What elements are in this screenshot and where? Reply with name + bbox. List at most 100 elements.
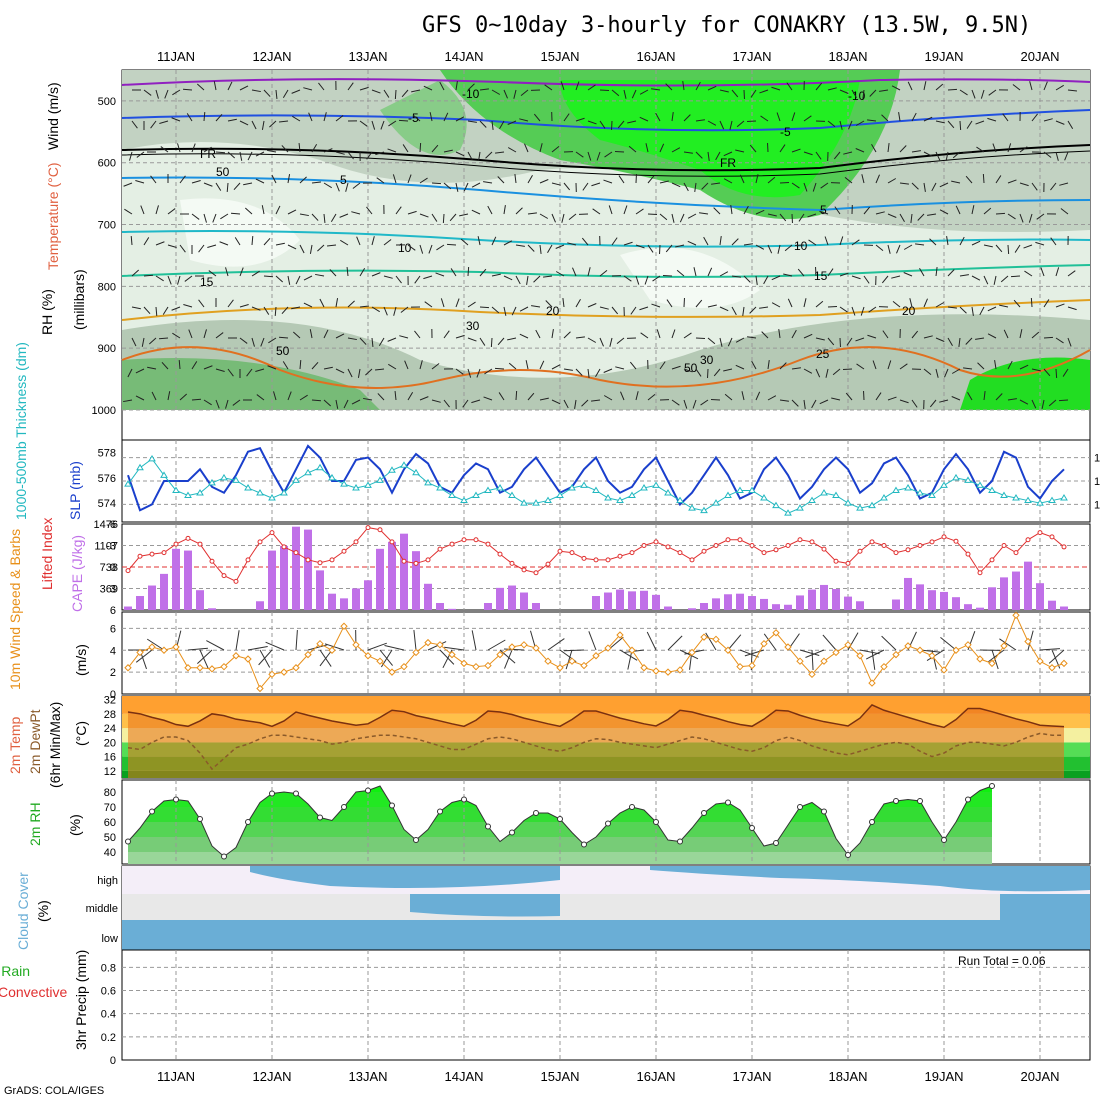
wind-barb xyxy=(491,273,501,277)
wind-barb xyxy=(258,649,273,666)
thickness-point xyxy=(316,463,324,471)
temp2m-panel: 32 28 24 20 16 12 2m Temp 2m DewPt (6hr Min/M… xyxy=(7,695,1091,788)
contour-label: 50 xyxy=(684,361,698,375)
wind-barb xyxy=(450,268,457,277)
thickness-point xyxy=(964,476,972,483)
wind-barb xyxy=(159,120,169,124)
wind-barb xyxy=(839,272,849,277)
wind-barb xyxy=(565,649,573,670)
wind-barb xyxy=(394,89,397,100)
cape-bar xyxy=(916,584,924,610)
temperature-contours xyxy=(121,78,1091,389)
wind-barb xyxy=(844,176,853,184)
cape-bar xyxy=(400,533,408,610)
wind-barb xyxy=(967,391,973,401)
wind-barb xyxy=(784,244,793,252)
wind-barb xyxy=(335,368,345,374)
upper-grid xyxy=(122,70,1090,411)
wind-barb xyxy=(811,649,814,670)
axis-tick-label: 1000 xyxy=(92,405,116,417)
wind-barb xyxy=(730,205,733,215)
wind-barb xyxy=(383,275,393,279)
precip-grid xyxy=(122,950,1090,1060)
wind-barb xyxy=(1043,336,1054,339)
wind-barb xyxy=(267,365,277,370)
wind-barb xyxy=(623,275,632,282)
lifted-index-point xyxy=(809,539,815,545)
cape-bar xyxy=(604,592,612,610)
wind-barb xyxy=(749,144,757,153)
lifted-index-point xyxy=(533,570,539,576)
wind-barb xyxy=(851,89,857,99)
wind-barb xyxy=(487,639,506,651)
wind-barb xyxy=(739,174,745,184)
wind-barb xyxy=(299,213,309,217)
axis-tick-label: 70 xyxy=(104,802,116,814)
wind-barb xyxy=(1055,151,1059,161)
wind-barb xyxy=(256,394,265,401)
wind10m-point xyxy=(220,662,228,671)
wind-barb xyxy=(647,175,655,184)
rh2m-point xyxy=(485,823,491,830)
wind-barb xyxy=(491,120,494,130)
wind-barb xyxy=(543,275,553,278)
date-label-bottom: 17JAN xyxy=(732,1069,771,1084)
wind-barb xyxy=(767,176,776,184)
cape-bar xyxy=(1024,561,1032,610)
wind-barb xyxy=(431,144,439,153)
cape-bar xyxy=(124,606,132,610)
wind-barb xyxy=(724,393,733,401)
wind-barb xyxy=(615,366,625,370)
wind10m-axis: 6 4 2 0 xyxy=(110,623,116,701)
wind-barb xyxy=(215,368,225,372)
wind-barb xyxy=(1019,146,1028,153)
wind-barb xyxy=(911,399,918,408)
wind-barb xyxy=(655,112,661,122)
temp-ylabel-0: 2m Temp xyxy=(7,716,23,774)
wind-barb xyxy=(767,244,773,254)
wind-barb xyxy=(771,302,781,308)
wind-barb xyxy=(827,87,837,91)
wind-barb xyxy=(375,151,385,156)
wind-barb xyxy=(903,272,913,277)
wind10m-point xyxy=(568,657,576,665)
rh2m-point xyxy=(677,838,683,845)
lifted-index-point xyxy=(749,543,755,548)
wind-barb xyxy=(667,635,683,651)
wind-barb xyxy=(198,299,205,308)
lifted-index-point xyxy=(545,561,551,567)
wind-barb xyxy=(467,120,477,123)
wind-barb xyxy=(939,209,949,215)
wind-barb xyxy=(719,89,729,93)
wind-barb xyxy=(281,145,289,153)
wind-barb xyxy=(881,114,889,122)
wind-barb xyxy=(407,392,414,401)
cape-bar xyxy=(280,545,288,610)
cape-bar xyxy=(484,603,492,610)
thickness-point xyxy=(1060,494,1068,501)
rh2m-point xyxy=(269,790,275,797)
wind-barb xyxy=(971,240,981,246)
thickness-point xyxy=(160,471,168,478)
wind-barb xyxy=(1062,368,1069,377)
wind-barb xyxy=(555,271,565,277)
rh2m-point xyxy=(437,808,443,815)
wind-barb xyxy=(940,637,957,651)
wind-barb xyxy=(1055,303,1065,308)
cape-bar xyxy=(700,603,708,610)
cloud-ylabel-unit: (%) xyxy=(35,900,51,922)
wind-barb xyxy=(251,306,261,311)
wind-barb xyxy=(899,145,907,153)
wind-barb xyxy=(423,85,433,91)
wind10m-point xyxy=(892,650,900,659)
wind-barb xyxy=(1010,275,1021,278)
axis-tick-label: 0.4 xyxy=(101,1009,116,1021)
wind-barb xyxy=(414,275,421,284)
wind-barb xyxy=(431,182,442,185)
wind10m-point xyxy=(952,646,960,654)
wind-barb xyxy=(965,175,973,184)
wind-barb xyxy=(436,244,445,251)
lifted-index-point xyxy=(521,567,527,573)
wind-barb xyxy=(544,84,553,91)
wind-barb xyxy=(255,368,265,372)
